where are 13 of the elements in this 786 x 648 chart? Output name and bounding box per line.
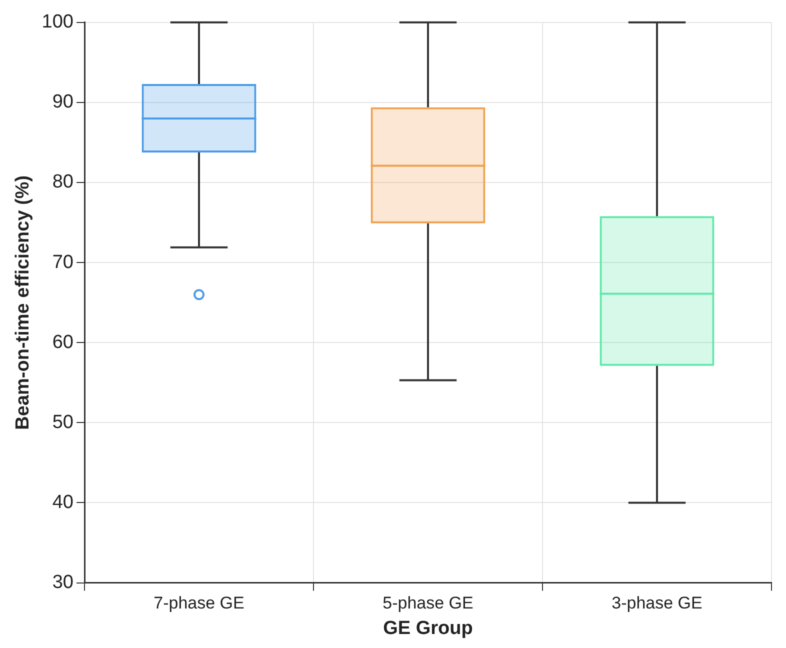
y-tick-label: 80 bbox=[52, 172, 74, 193]
y-tick-label: 30 bbox=[52, 572, 74, 594]
x-tick-label: 3-phase GE bbox=[612, 594, 702, 613]
y-tick-label: 40 bbox=[52, 492, 74, 513]
y-axis-title: Beam-on-time efficiency (%) bbox=[12, 175, 34, 430]
y-tick-label: 50 bbox=[52, 412, 74, 433]
x-tick-label: 5-phase GE bbox=[382, 594, 474, 613]
y-tick-label: 100 bbox=[42, 12, 74, 33]
y-tick-label: 70 bbox=[52, 252, 74, 273]
x-axis-title: GE Group bbox=[383, 618, 473, 639]
y-tick-label: 60 bbox=[52, 332, 74, 353]
x-tick-label: 7-phase GE bbox=[154, 594, 244, 613]
y-tick-label: 90 bbox=[52, 92, 74, 113]
